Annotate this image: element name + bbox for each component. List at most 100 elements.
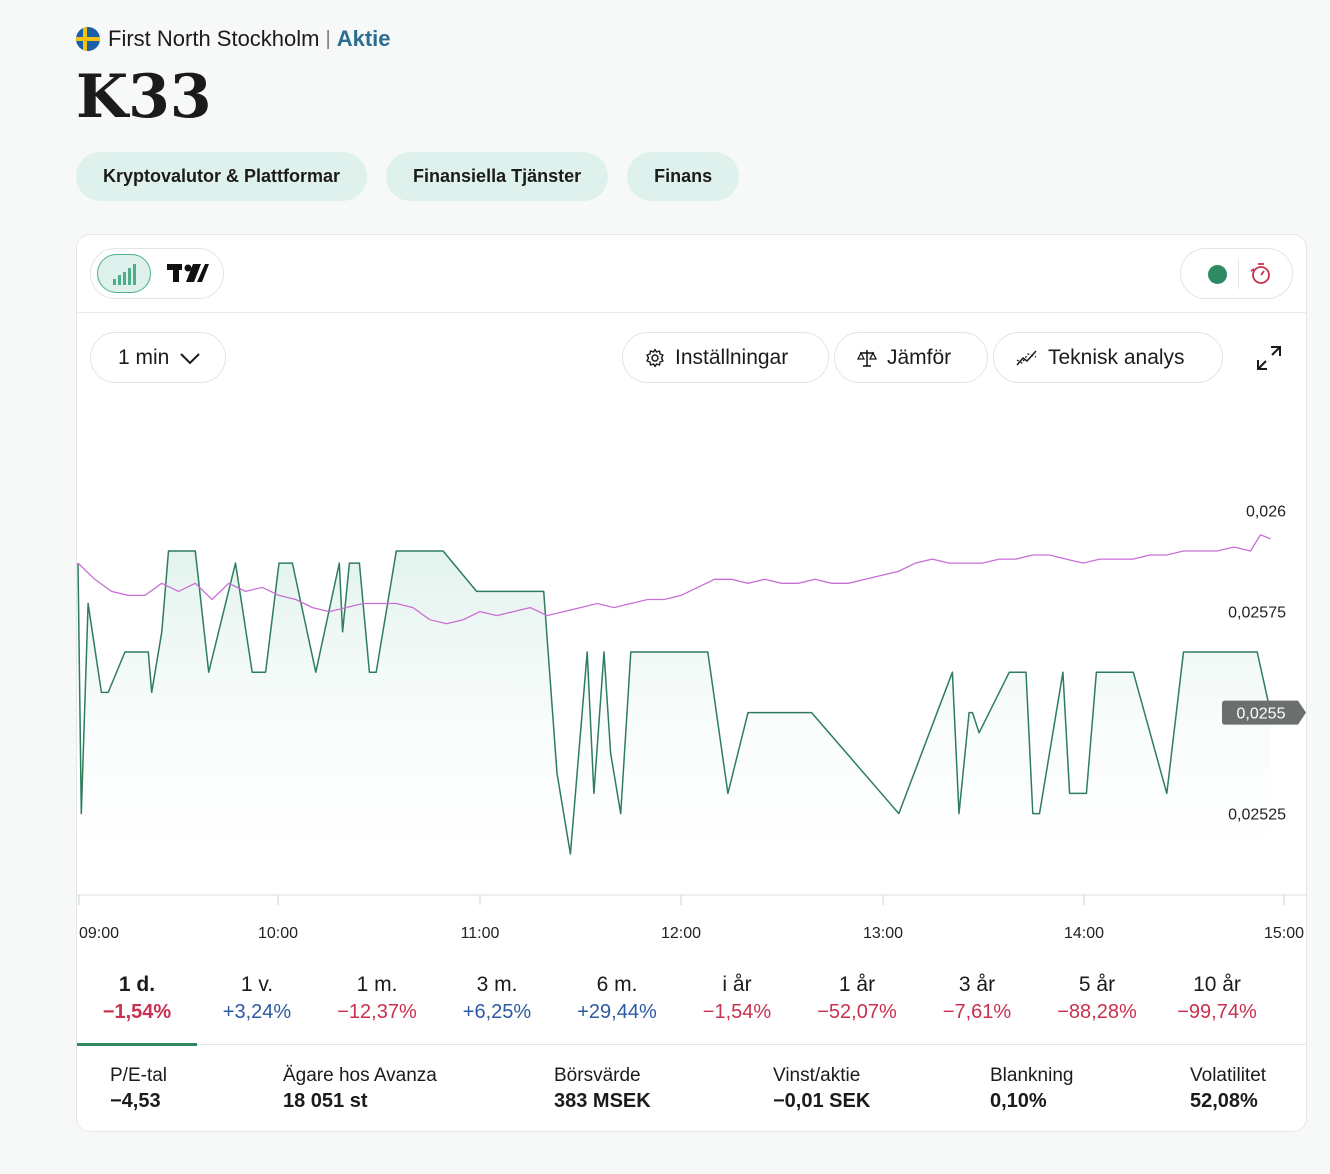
key-figure: Volatilitet 52,08% bbox=[1190, 1065, 1266, 1113]
period-tab[interactable]: 1 år −52,07% bbox=[797, 955, 917, 1045]
period-label: 1 m. bbox=[356, 973, 398, 996]
sweden-flag-icon bbox=[76, 27, 100, 51]
technical-analysis-label: Teknisk analys bbox=[1048, 345, 1185, 369]
settings-button[interactable]: Inställningar bbox=[622, 332, 829, 383]
y-tick-label: 0,02575 bbox=[1228, 605, 1286, 622]
period-change: −52,07% bbox=[817, 1001, 897, 1023]
interval-value: 1 min bbox=[118, 345, 170, 369]
price-line bbox=[77, 550, 1272, 855]
chart-type-toggle bbox=[90, 248, 224, 299]
period-tab[interactable]: 1 m. −12,37% bbox=[317, 955, 437, 1045]
period-tab[interactable]: 3 år −7,61% bbox=[917, 955, 1037, 1045]
timer-icon[interactable] bbox=[1248, 261, 1274, 287]
compare-line bbox=[77, 533, 1271, 625]
period-change: +6,25% bbox=[462, 1001, 532, 1023]
period-label: 10 år bbox=[1193, 973, 1241, 996]
technical-analysis-button[interactable]: Teknisk analys bbox=[993, 332, 1223, 383]
period-label: 6 m. bbox=[596, 973, 638, 996]
price-chart[interactable]: 09:00 10:00 11:00 12:00 13:00 14:00 15:00 0,026… bbox=[77, 395, 1307, 955]
key-figure-value: 18 051 st bbox=[283, 1090, 368, 1112]
key-figure: Blankning 0,10% bbox=[990, 1065, 1073, 1113]
y-tick-label: 0,02525 bbox=[1228, 807, 1286, 824]
y-tick-label: 0,026 bbox=[1246, 504, 1286, 521]
period-change: −88,28% bbox=[1057, 1001, 1137, 1023]
key-figure-value: 52,08% bbox=[1190, 1090, 1258, 1112]
market-name: First North Stockholm bbox=[108, 26, 320, 51]
price-area bbox=[78, 551, 1271, 895]
period-tab[interactable]: 3 m. +6,25% bbox=[437, 955, 557, 1045]
expand-icon[interactable] bbox=[1254, 343, 1284, 373]
key-figure-value: −0,01 SEK bbox=[773, 1090, 871, 1112]
period-change: +3,24% bbox=[222, 1001, 292, 1023]
key-figure: Vinst/aktie −0,01 SEK bbox=[773, 1065, 870, 1113]
period-label: 1 d. bbox=[118, 973, 156, 996]
key-figure-label: P/E-tal bbox=[110, 1065, 168, 1086]
period-label: 5 år bbox=[1078, 973, 1116, 996]
x-tick-label: 14:00 bbox=[1064, 925, 1104, 942]
interval-select[interactable]: 1 min bbox=[90, 332, 226, 383]
period-change: +29,44% bbox=[577, 1001, 657, 1023]
key-figure: P/E-tal −4,53 bbox=[110, 1065, 167, 1113]
key-figure: Börsvärde 383 MSEK bbox=[554, 1065, 651, 1113]
period-tab[interactable]: i år −1,54% bbox=[677, 955, 797, 1045]
live-status-group bbox=[1180, 248, 1293, 299]
scale-icon bbox=[857, 348, 877, 368]
chart-topbar bbox=[77, 235, 1306, 313]
key-figure-value: −4,53 bbox=[110, 1090, 161, 1112]
indicator-icon bbox=[1016, 348, 1038, 368]
period-tab[interactable]: 1 d. −1,54% bbox=[77, 955, 197, 1046]
x-tick-label: 09:00 bbox=[79, 925, 119, 942]
period-tab[interactable]: 6 m. +29,44% bbox=[557, 955, 677, 1045]
key-figures: P/E-tal −4,53 Ägare hos Avanza 18 051 st Bör… bbox=[77, 1065, 1306, 1125]
x-tick-label: 12:00 bbox=[661, 925, 701, 942]
bar-chart-icon bbox=[113, 264, 136, 285]
x-tick-label: 10:00 bbox=[258, 925, 298, 942]
page-title: K33 bbox=[76, 62, 212, 132]
x-tick-label: 15:00 bbox=[1264, 925, 1304, 942]
period-label: 3 m. bbox=[476, 973, 518, 996]
period-change: −1,54% bbox=[102, 1001, 172, 1023]
key-figure-value: 0,10% bbox=[990, 1090, 1047, 1112]
current-price-label: 0,0255 bbox=[1237, 706, 1286, 723]
key-figure-label: Ägare hos Avanza bbox=[283, 1065, 437, 1086]
sector-tags: Kryptovalutor & Plattformar Finansiella … bbox=[76, 152, 740, 201]
settings-label: Inställningar bbox=[675, 345, 789, 369]
compare-label: Jämför bbox=[887, 345, 952, 369]
period-tab[interactable]: 10 år −99,74% bbox=[1157, 955, 1277, 1045]
key-figure-value: 383 MSEK bbox=[554, 1090, 651, 1112]
period-change: −1,54% bbox=[702, 1001, 772, 1023]
key-figure-label: Blankning bbox=[990, 1065, 1074, 1086]
tradingview-logo-icon[interactable] bbox=[167, 262, 209, 284]
market-line: First North Stockholm | Aktie bbox=[76, 24, 391, 54]
period-label: i år bbox=[722, 973, 752, 996]
key-figure-label: Volatilitet bbox=[1190, 1065, 1267, 1086]
key-figure: Ägare hos Avanza 18 051 st bbox=[283, 1065, 437, 1113]
x-tick-label: 13:00 bbox=[863, 925, 903, 942]
period-label: 1 v. bbox=[240, 973, 274, 996]
period-tabs: 1 d. −1,54% 1 v. +3,24% 1 m. −12,37% 3 m. +6,25… bbox=[77, 955, 1306, 1046]
live-status-dot bbox=[1208, 265, 1227, 284]
key-figure-label: Vinst/aktie bbox=[773, 1065, 861, 1086]
divider bbox=[1238, 259, 1239, 289]
separator: | bbox=[325, 27, 331, 50]
tag-finance[interactable]: Finans bbox=[627, 152, 740, 201]
compare-button[interactable]: Jämför bbox=[834, 332, 988, 383]
key-figure-label: Börsvärde bbox=[554, 1065, 641, 1086]
period-change: −7,61% bbox=[942, 1001, 1012, 1023]
chart-card: 1 min Inställningar Jämför bbox=[76, 234, 1307, 1132]
tag-crypto[interactable]: Kryptovalutor & Plattformar bbox=[76, 152, 368, 201]
bar-chart-button[interactable] bbox=[97, 254, 151, 293]
gear-icon bbox=[645, 348, 665, 368]
chevron-down-icon bbox=[180, 352, 201, 364]
tag-financial-services[interactable]: Finansiella Tjänster bbox=[386, 152, 609, 201]
period-tab[interactable]: 5 år −88,28% bbox=[1037, 955, 1157, 1045]
current-price-marker bbox=[1222, 700, 1306, 725]
period-change: −12,37% bbox=[337, 1001, 417, 1023]
instrument-type-link[interactable]: Aktie bbox=[336, 26, 391, 51]
period-tab[interactable]: 1 v. +3,24% bbox=[197, 955, 317, 1045]
instrument-header: First North Stockholm | Aktie K33 bbox=[76, 24, 391, 132]
period-change: −99,74% bbox=[1177, 1001, 1257, 1023]
period-label: 3 år bbox=[958, 973, 996, 996]
period-label: 1 år bbox=[838, 973, 876, 996]
x-tick-label: 11:00 bbox=[461, 925, 500, 942]
